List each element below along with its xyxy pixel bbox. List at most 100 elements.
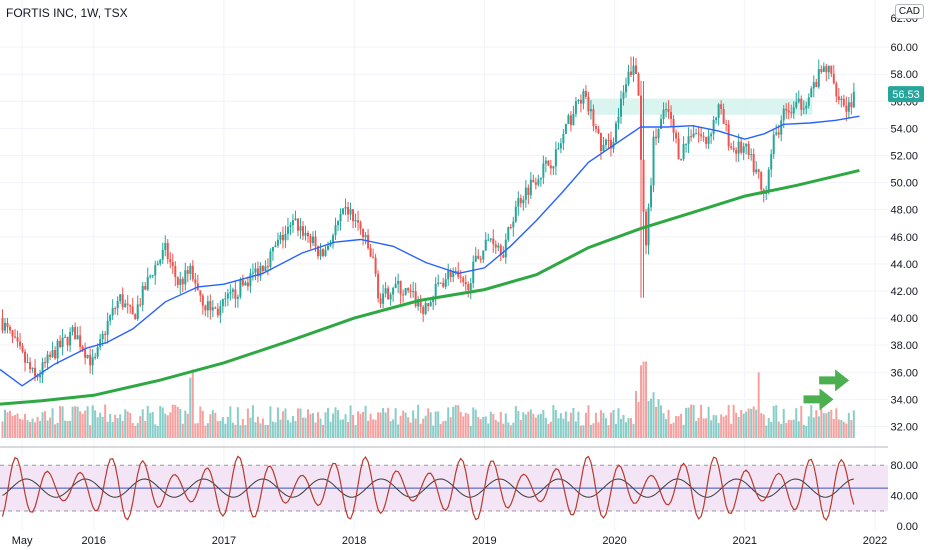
volume-bar: [229, 406, 232, 438]
volume-bar: [424, 415, 427, 438]
volume-bar: [354, 425, 357, 438]
candle-body: [199, 290, 202, 296]
candle-body: [479, 258, 482, 260]
candle-body: [246, 282, 249, 287]
candle-body: [725, 123, 728, 125]
candle-body: [231, 289, 234, 292]
volume-bar: [457, 405, 460, 438]
candle-body: [194, 279, 197, 284]
candle-body: [442, 282, 445, 287]
candle-body: [161, 249, 164, 260]
volume-bar: [529, 409, 532, 438]
volume-bar: [622, 415, 625, 438]
candle-body: [542, 163, 545, 178]
candle-body: [319, 249, 322, 257]
volume-bar: [166, 415, 169, 438]
candle-body: [86, 354, 89, 358]
volume-bar: [747, 408, 750, 438]
candle-body: [544, 160, 547, 164]
volume-bar: [645, 361, 648, 438]
candle-body: [309, 236, 312, 244]
candle-body: [552, 166, 555, 169]
volume-bar: [567, 421, 570, 438]
volume-bar: [494, 419, 497, 438]
volume-bar: [299, 408, 302, 438]
candle-body: [317, 246, 320, 257]
volume-bar: [472, 407, 475, 438]
candle-body: [11, 330, 14, 337]
candle-body: [727, 124, 730, 147]
volume-bar: [697, 417, 700, 438]
volume-bar: [482, 416, 485, 438]
moving-average-short: [0, 115, 860, 387]
volume-bar: [835, 408, 838, 438]
candle-body: [822, 66, 825, 72]
candle-body: [517, 198, 520, 207]
volume-bar: [201, 410, 204, 438]
volume-bar: [614, 423, 617, 438]
volume-bar: [507, 422, 510, 438]
candle-body: [569, 115, 572, 126]
volume-bar: [334, 407, 337, 438]
candle-body: [447, 270, 450, 280]
volume-bar: [419, 423, 422, 438]
volume-bar: [249, 417, 252, 438]
oscillator-tick-label: 0.00: [897, 521, 918, 533]
volume-bar: [807, 416, 810, 438]
candle-body: [169, 259, 172, 262]
volume-bar: [609, 412, 612, 438]
candle-body: [820, 68, 823, 72]
volume-bar: [314, 422, 317, 438]
price-tick-label: 52.00: [890, 150, 918, 162]
volume-bar: [597, 422, 600, 438]
volume-bar: [732, 404, 735, 438]
volume-bar: [604, 418, 607, 438]
candle-body: [299, 226, 302, 231]
candle-body: [114, 308, 117, 310]
candle-body: [842, 98, 845, 106]
candle-body: [219, 306, 222, 316]
candle-body: [271, 246, 274, 252]
candle-body: [429, 302, 432, 307]
candle-body: [186, 270, 189, 274]
volume-bar: [224, 423, 227, 438]
time-tick-label: 2018: [342, 535, 366, 547]
volume-bar: [812, 417, 815, 438]
candle-body: [524, 187, 527, 200]
volume-bar: [119, 414, 122, 438]
volume-bar: [19, 418, 22, 438]
currency-button[interactable]: CAD: [894, 4, 924, 19]
volume-bar: [397, 424, 400, 438]
volume-bar: [770, 422, 773, 438]
candle-body: [632, 65, 635, 75]
candle-body: [690, 136, 693, 138]
volume-bar: [69, 420, 72, 438]
volume-bar: [129, 413, 132, 438]
volume-bar: [517, 411, 520, 438]
candle-body: [56, 340, 59, 359]
oscillator-pane: [0, 455, 888, 522]
candle-body: [394, 283, 397, 289]
moving-average-long: [0, 168, 860, 406]
candle-body: [402, 294, 405, 296]
candle-body: [226, 293, 229, 299]
candle-body: [166, 242, 169, 260]
volume-bar: [179, 409, 182, 438]
candle-body: [256, 268, 259, 277]
volume-bar: [244, 425, 247, 438]
candle-body: [91, 357, 94, 366]
volume-bar: [389, 421, 392, 438]
candle-body: [81, 346, 84, 351]
candle-body: [339, 213, 342, 222]
volume-bar: [131, 423, 134, 438]
candle-body: [109, 315, 112, 321]
volume-bar: [71, 406, 74, 438]
volume-bar: [86, 406, 89, 438]
volume-bar: [852, 410, 855, 438]
candle-body: [584, 90, 587, 97]
volume-bar: [349, 405, 352, 438]
volume-bar: [296, 408, 299, 438]
volume-bar: [266, 425, 269, 438]
volume-bar: [264, 424, 267, 438]
volume-bar: [402, 410, 405, 438]
